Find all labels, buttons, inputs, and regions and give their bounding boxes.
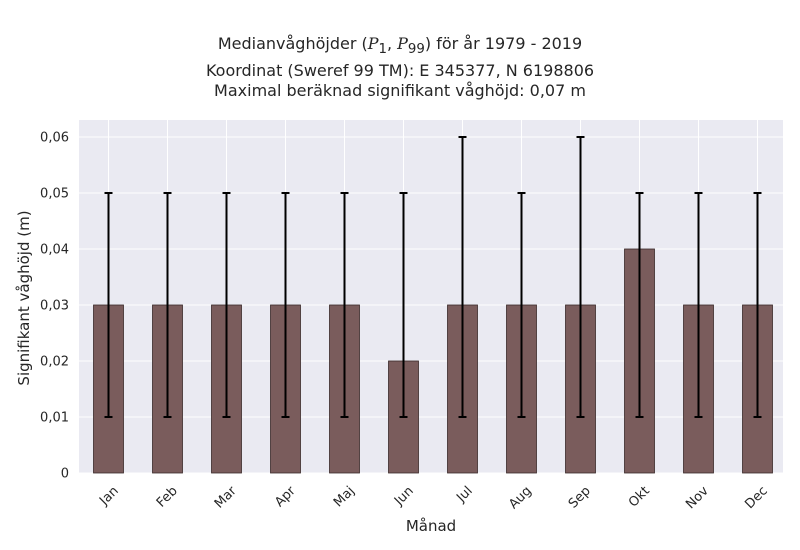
x-tick-label: Jan [96,484,121,509]
x-tick-label: Jul [453,484,475,506]
y-tick-label: 0,06 [40,131,69,146]
chart-title: Medianvåghöjder (P1, P99) för år 1979 - … [0,34,800,102]
y-axis-label: Signifikant våghöjd (m) [15,210,33,385]
x-axis-label: Månad [406,517,456,535]
y-tick-label: 0,03 [40,299,69,314]
y-tick-label: 0,04 [40,243,69,258]
plot-area [79,120,783,473]
x-tick-label: Maj [331,484,358,511]
y-axis-ticks: 0 0,01 0,02 0,03 0,04 0,05 0,06 [40,131,69,482]
x-tick-label: Feb [154,484,181,511]
x-tick-label: Sep [566,484,594,512]
x-axis-ticks: Jan Feb Mar Apr Maj Jun Jul Aug Sep Okt Nov Dec [96,483,770,512]
x-tick-label: Dec [742,484,770,512]
x-tick-label: Aug [506,484,535,513]
y-tick-label: 0 [61,467,69,482]
y-tick-label: 0,05 [40,187,69,202]
y-tick-label: 0,02 [40,355,69,370]
title-line-1: Medianvåghöjder (P1, P99) för år 1979 - … [217,34,583,58]
x-tick-label: Mar [212,483,240,511]
x-tick-label: Nov [683,483,712,512]
title-line-2: Koordinat (Sweref 99 TM): E 345377, N 61… [205,60,595,80]
x-tick-label: Apr [272,483,299,510]
x-tick-label: Jun [391,484,417,510]
error-bars [104,136,762,418]
y-tick-label: 0,01 [40,411,69,426]
x-tick-label: Okt [626,484,653,511]
title-line-3: Maximal beräknad signifikant våghöjd: 0,… [214,81,586,101]
